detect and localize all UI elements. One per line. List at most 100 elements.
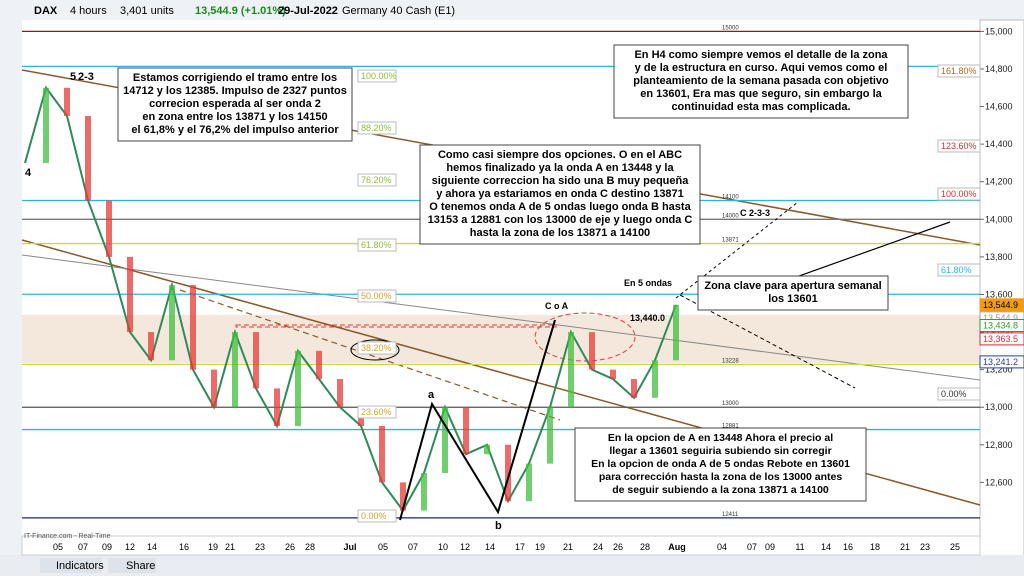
wave-label: b — [495, 520, 502, 532]
candle — [232, 332, 238, 408]
wave-label: a — [428, 389, 435, 401]
fib-box — [937, 387, 981, 401]
note-text: llegar a 13601 seguiria subiendo sin cor… — [609, 445, 831, 457]
candle — [400, 482, 406, 511]
wave-label: En 5 ondas — [624, 278, 672, 288]
level-label: 12411 — [722, 512, 739, 518]
last-price: 13,544.9 (+1.01%) — [195, 5, 286, 17]
price-tag-label: 13,544.9 — [983, 300, 1018, 310]
fib-box — [357, 405, 397, 419]
note-text: el 61,8% y el 76,2% del impulso anterior — [131, 124, 339, 136]
candle — [316, 350, 322, 380]
candle — [589, 332, 595, 370]
candle — [505, 444, 511, 502]
share-label[interactable]: Share — [126, 560, 155, 572]
note-text: 14712 y los 12385. Impulso de 2327 punto… — [123, 85, 347, 97]
indicators-label[interactable]: Indicators — [56, 560, 104, 572]
price-tag — [979, 298, 1024, 312]
fib-label: 50.00% — [361, 291, 392, 301]
price-tag — [979, 332, 1024, 346]
candle — [127, 256, 133, 333]
x-tick-label: 10 — [438, 542, 448, 552]
y-tick-label: 15,000 — [985, 26, 1013, 36]
instrument: Germany 40 Cash (E1) — [342, 5, 455, 17]
candle — [631, 379, 637, 398]
units[interactable]: 3,401 units — [120, 5, 174, 17]
x-tick-label: 26 — [285, 542, 295, 552]
fib-label: 100.00% — [361, 71, 397, 81]
fib-box — [357, 341, 397, 355]
x-tick-label: 14 — [485, 542, 495, 552]
arrow — [675, 201, 799, 299]
note-text: continuidad esta mas complicada. — [671, 101, 850, 113]
candle — [169, 285, 175, 361]
y-tick-label: 12,600 — [985, 477, 1013, 487]
fib-box — [357, 121, 397, 135]
x-tick-label: 18 — [870, 542, 880, 552]
x-tick-label: Jul — [343, 542, 356, 552]
note-text: en 13601, Era mas que seguro, sin embarg… — [640, 88, 882, 100]
fib-label: 0.00% — [941, 389, 967, 399]
x-tick-label: 09 — [102, 542, 112, 552]
timeframe[interactable]: 4 hours — [70, 5, 107, 17]
candle — [337, 379, 343, 408]
y-tick-label: 14,000 — [985, 214, 1013, 224]
x-tick-label: 21 — [900, 542, 910, 552]
level-label: 14000 — [722, 213, 739, 219]
highlight — [534, 312, 636, 362]
fib-box — [937, 187, 981, 201]
x-tick-label: 05 — [53, 542, 63, 552]
candle — [64, 87, 70, 116]
price-tag-label: 13,434.8 — [983, 321, 1018, 331]
fib-label: 61.80% — [941, 265, 972, 275]
x-tick-label: 05 — [378, 542, 388, 552]
fib-label: 76.20% — [361, 175, 392, 185]
x-tick-label: 16 — [179, 542, 189, 552]
x-tick-label: Aug — [668, 542, 686, 552]
fib-box — [357, 173, 397, 187]
note-text: Estamos corrigiendo el tramo entre los — [133, 72, 337, 84]
candle — [673, 304, 679, 361]
candle — [484, 444, 490, 455]
wave-label: 5 — [70, 71, 76, 83]
price-tag-label: 13,241.2 — [983, 357, 1018, 367]
x-tick-label: 17 — [515, 542, 525, 552]
source: IT-Finance.com - Real-Time — [24, 533, 111, 540]
note-text: En la opcion de onda A de 5 ondas Rebote… — [591, 458, 850, 470]
fib-label: 123.60% — [941, 141, 977, 151]
y-tick-label: 14,800 — [985, 64, 1013, 74]
level-label: 13228 — [722, 358, 739, 364]
y-tick-label: 13,800 — [985, 252, 1013, 262]
y-tick-label: 14,400 — [985, 139, 1013, 149]
y-tick-label: 13,000 — [985, 402, 1013, 412]
candle — [253, 332, 259, 389]
note-text: En H4 como siempre vemos el detalle de l… — [634, 49, 888, 61]
zone — [22, 315, 980, 363]
note-text: de seguir subiendo a la zona 13871 a 141… — [612, 484, 829, 496]
level-label: 14100 — [722, 195, 739, 201]
indicators-button[interactable] — [40, 558, 102, 573]
note-text: Como casi siempre dos opciones. O en el … — [438, 149, 682, 161]
x-tick-label: 23 — [255, 542, 265, 552]
candle — [295, 350, 301, 427]
x-tick-label: 21 — [563, 542, 573, 552]
fib-label: 38.20% — [361, 343, 392, 353]
note-text: hasta la zona de los 13871 a 14100 — [470, 227, 650, 239]
note-text: planteamiento de la semana pasada con ob… — [633, 75, 889, 87]
x-tick-label: 14 — [821, 542, 831, 552]
price-tag — [979, 355, 1024, 369]
symbol[interactable]: DAX — [34, 5, 58, 17]
wave — [399, 319, 556, 521]
date: 29-Jul-2022 — [278, 5, 338, 17]
x-tick-label: 07 — [747, 542, 757, 552]
trend-line — [21, 254, 981, 381]
fib-label: 0.00% — [361, 511, 387, 521]
x-tick-label: 23 — [920, 542, 930, 552]
x-tick-label: 21 — [225, 542, 235, 552]
candle — [610, 369, 616, 380]
share-button[interactable] — [108, 558, 156, 573]
candle — [190, 285, 196, 370]
fib-label: 61.80% — [361, 240, 392, 250]
zone-outline — [235, 324, 557, 328]
wave-label: 2-3 — [78, 71, 94, 83]
